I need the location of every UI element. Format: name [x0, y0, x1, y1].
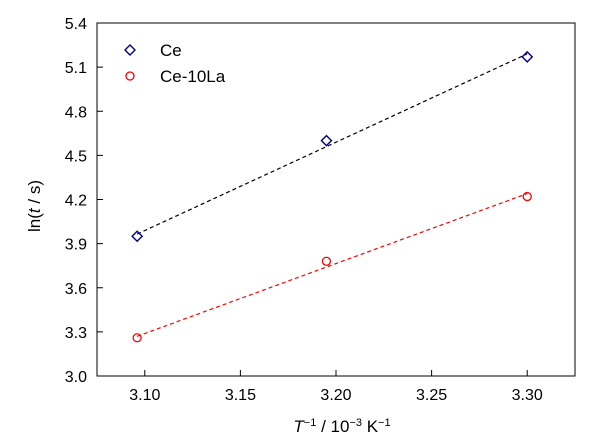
y-tick-label: 3.0 [65, 369, 87, 386]
y-tick-label: 4.8 [65, 104, 87, 121]
fit-line-ce [136, 53, 528, 235]
data-point-ce [131, 230, 144, 243]
x-axis-title-sup1: −1 [304, 417, 317, 429]
x-axis-title: T−1 / 10−3 K−1 [293, 417, 390, 436]
y-axis-title-symbol: t [25, 207, 44, 213]
x-axis-title-mid: / 10 [316, 417, 349, 436]
x-axis-title-sup2: −3 [349, 417, 362, 429]
x-tick-label: 3.30 [512, 387, 543, 404]
y-tick-label: 5.1 [65, 60, 87, 77]
x-axis-title-sup3: −1 [378, 417, 391, 429]
y-axis-title-prefix: ln( [25, 213, 44, 232]
x-tick-label: 3.25 [416, 387, 447, 404]
x-axis-title-unit: K [362, 417, 379, 436]
data-point-ce-10la [132, 333, 142, 343]
y-tick-label: 3.9 [65, 237, 87, 254]
x-tick-label: 3.10 [129, 387, 160, 404]
y-tick-label: 3.6 [65, 281, 87, 298]
legend-label-ce: Ce [160, 41, 182, 60]
data-point-ce [521, 50, 534, 63]
y-tick-label: 5.4 [65, 16, 87, 33]
y-axis-title-suffix: / s) [25, 180, 44, 208]
legend-marker-ce-10la [125, 71, 135, 81]
y-tick-label: 3.3 [65, 325, 87, 342]
x-axis-title-symbol: T [293, 417, 305, 436]
y-axis-title: ln(t / s) [25, 180, 44, 232]
legend-label-ce-10la: Ce-10La [160, 67, 226, 86]
data-point-ce-10la [321, 256, 332, 266]
y-tick-label: 4.5 [65, 148, 87, 165]
chart-marks [131, 50, 534, 343]
y-tick-label: 4.2 [65, 193, 87, 210]
x-tick-label: 3.15 [225, 387, 256, 404]
data-point-ce-10la [522, 191, 532, 202]
fit-line-ce-10la [136, 193, 528, 337]
legend-marker-ce [124, 44, 136, 56]
data-point-ce [320, 134, 333, 147]
legend: Ce Ce-10La [124, 41, 226, 86]
axis-ticks: 3.10 3.15 3.20 3.25 3.30 3.0 3.3 3.6 3.9 4.2 4.5 4.… [65, 16, 543, 404]
x-tick-label: 3.20 [320, 387, 351, 404]
